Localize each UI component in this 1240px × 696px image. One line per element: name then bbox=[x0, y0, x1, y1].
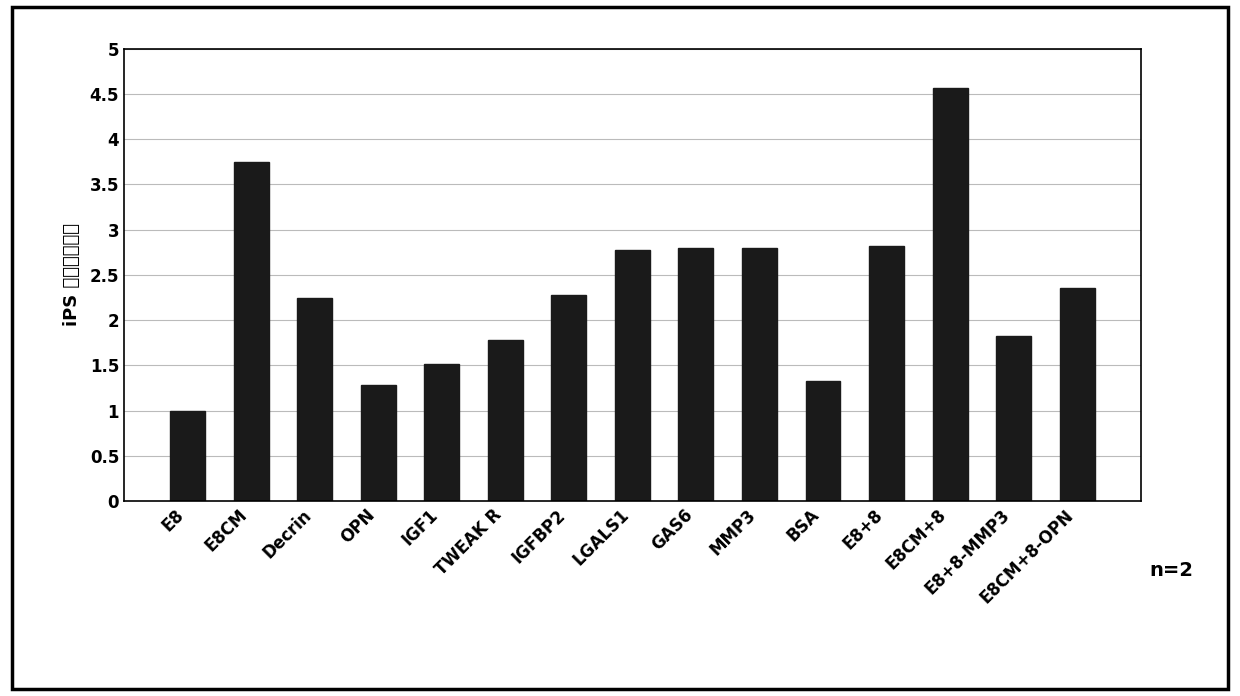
Y-axis label: iPS 細胞的増殖性: iPS 細胞的増殖性 bbox=[63, 223, 82, 326]
Bar bbox=[298, 298, 332, 501]
Bar bbox=[806, 381, 841, 501]
Text: n=2: n=2 bbox=[1149, 561, 1194, 580]
Bar bbox=[996, 336, 1030, 501]
Bar bbox=[869, 246, 904, 501]
Bar bbox=[615, 250, 650, 501]
Bar bbox=[424, 363, 459, 501]
Bar bbox=[170, 411, 205, 501]
Bar bbox=[361, 386, 396, 501]
Bar bbox=[552, 295, 587, 501]
Bar bbox=[932, 88, 967, 501]
Bar bbox=[487, 340, 523, 501]
Bar bbox=[1060, 288, 1095, 501]
Bar bbox=[742, 248, 777, 501]
Bar bbox=[234, 161, 269, 501]
Bar bbox=[678, 248, 713, 501]
